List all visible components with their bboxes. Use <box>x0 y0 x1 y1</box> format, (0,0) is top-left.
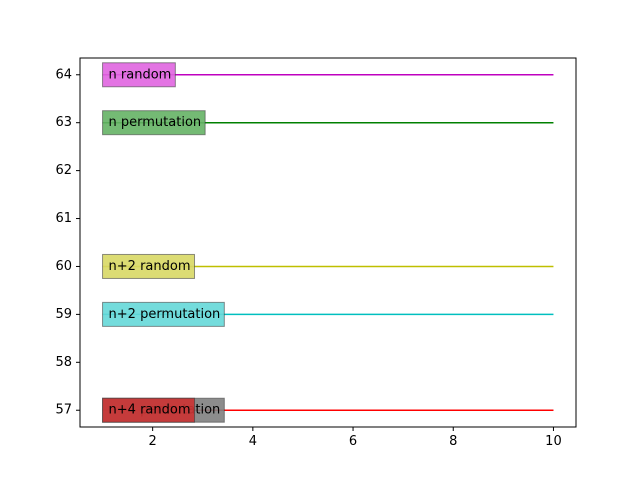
series-label-text: n permutation <box>109 115 202 130</box>
y-tick-label: 63 <box>55 115 72 130</box>
series-labels: n random n permutation n+2 random n+2 permu… <box>102 62 225 423</box>
series-label-n-random: n random <box>102 62 176 88</box>
x-tick-label: 8 <box>449 434 457 449</box>
y-tick-label: 60 <box>55 259 72 274</box>
y-tick-label: 61 <box>55 211 72 226</box>
x-tick-label: 6 <box>349 434 357 449</box>
series-label-text: n+4 random <box>109 403 191 418</box>
series-label-nplus4-random: n+4 random <box>102 397 196 423</box>
x-tick-label: 10 <box>545 434 562 449</box>
series-label-nplus2-random: n+2 random <box>102 253 196 279</box>
series-label-box <box>102 253 196 279</box>
series-label-text: n+2 permutation <box>109 307 221 322</box>
series-label-text: n+2 random <box>109 259 191 274</box>
axes: 2 4 6 8 10 57 58 59 60 61 62 63 64 <box>55 57 577 449</box>
y-tick-label: 58 <box>55 355 72 370</box>
y-tick-label: 57 <box>55 403 72 418</box>
series-label-box <box>102 397 196 423</box>
series-label-nplus2-permutation: n+2 permutation <box>102 301 225 327</box>
series-label-n-permutation: n permutation <box>102 110 206 136</box>
x-tick-label: 4 <box>249 434 257 449</box>
series-label-box <box>102 301 225 327</box>
series-label-box <box>102 62 176 88</box>
y-tick-label: 59 <box>55 307 72 322</box>
y-tick-label: 62 <box>55 163 72 178</box>
series-label-text: n random <box>109 67 172 82</box>
x-tick-label: 2 <box>149 434 157 449</box>
y-tick-label: 64 <box>55 67 72 82</box>
series-label-box <box>102 110 206 136</box>
plot-frame <box>79 57 577 428</box>
